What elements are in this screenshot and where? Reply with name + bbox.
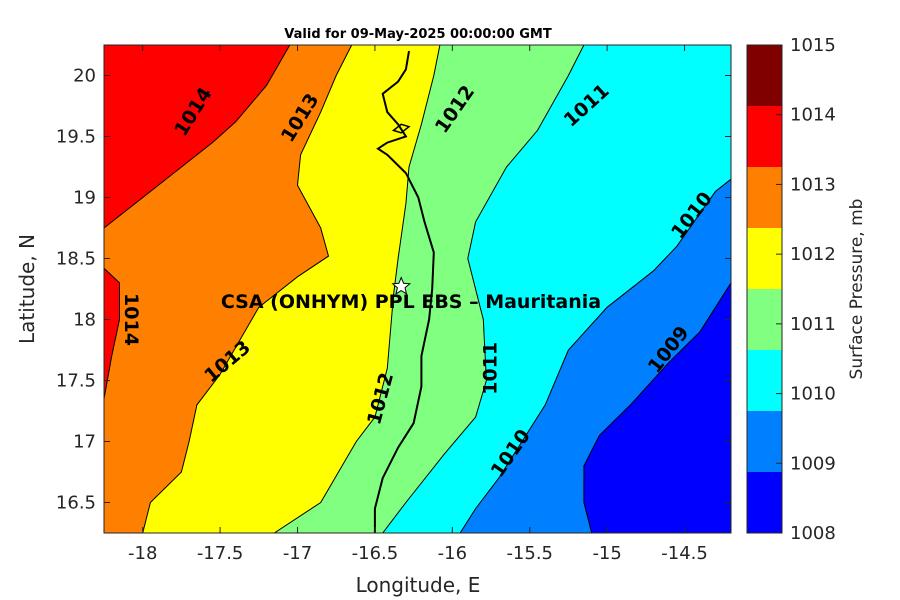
isoline-1014-0: [104, 45, 291, 229]
x-tick-label: -16.5: [352, 543, 399, 564]
plot-title: Valid for 09-May-2025 00:00:00 GMT: [284, 27, 552, 42]
x-axis: -18 -17.5 -17 -16.5 -16 -15.5 -15 -14.5: [128, 45, 708, 564]
colorbar-segment: [747, 228, 782, 289]
y-tick-label: 19.5: [56, 127, 96, 148]
colorbar-segment: [747, 411, 782, 472]
colorbar-frame: [746, 44, 783, 534]
colorbar-label: 1011: [790, 314, 836, 335]
y-tick-label: 17.5: [56, 371, 96, 392]
colorbar-label: 1015: [790, 35, 836, 56]
contour-label-1014: 1014: [120, 293, 142, 346]
star-icon: [391, 276, 412, 295]
y-tick-label: 18.5: [56, 249, 96, 270]
y-axis: 16.5 17 17.5 18 18.5 19 19.5 20: [56, 66, 731, 514]
band-1014-1015-north: [104, 45, 290, 228]
colorbar-label: 1009: [790, 453, 836, 474]
colorbar-segment: [747, 289, 782, 350]
colorbar-segment: [747, 45, 782, 106]
isoline-1011-4: [382, 45, 585, 533]
colorbar-segment: [747, 350, 782, 411]
y-tick-label: 16.5: [56, 493, 96, 514]
x-tick-label: -15.5: [506, 543, 553, 564]
colorbar-label: 1008: [790, 523, 836, 544]
y-axis-title: Latitude, N: [15, 234, 39, 344]
x-axis-title: Longitude, E: [356, 573, 481, 597]
coastline: [373, 50, 435, 533]
colorbar: 1008 1009 1010 1011 1012 1013 1014 1015: [746, 35, 836, 544]
site-label: CSA (ONHYM) PPL EBS – Mauritania: [221, 291, 601, 313]
isoline-1009-6: [583, 282, 731, 533]
y-tick-label: 18: [73, 310, 96, 331]
y-tick-label: 20: [73, 66, 96, 87]
island-outline: [391, 123, 411, 134]
band-1008-1009: [583, 282, 731, 533]
y-tick-label: 17: [73, 432, 96, 453]
colorbar-label: 1013: [790, 174, 836, 195]
isoline-1010-5: [459, 178, 731, 533]
x-tick-label: -16: [438, 543, 467, 564]
contour-label-1011: 1011: [480, 342, 502, 395]
x-tick-label: -15: [592, 543, 621, 564]
x-tick-label: -17: [283, 543, 312, 564]
colorbar-label: 1010: [790, 384, 836, 405]
x-tick-label: -14.5: [661, 543, 708, 564]
plot-frame: [103, 44, 732, 534]
y-tick-label: 19: [73, 188, 96, 209]
colorbar-segment: [747, 472, 782, 533]
isoline-1013-2: [142, 45, 353, 533]
colorbar-segment: [747, 167, 782, 228]
band-1014-1015-west: [104, 268, 120, 399]
colorbar-label: 1012: [790, 244, 836, 265]
x-tick-label: -18: [128, 543, 157, 564]
plot-area: 1014 1013 1012 1011101010141013101210111010…: [104, 45, 731, 533]
colorbar-segment: [747, 106, 782, 167]
isoline-1012-3: [274, 45, 441, 533]
colorbar-title: Surface Pressure, mb: [847, 199, 867, 380]
x-tick-label: -17.5: [197, 543, 244, 564]
isoline-1014-1: [104, 267, 120, 399]
colorbar-label: 1014: [790, 105, 836, 126]
